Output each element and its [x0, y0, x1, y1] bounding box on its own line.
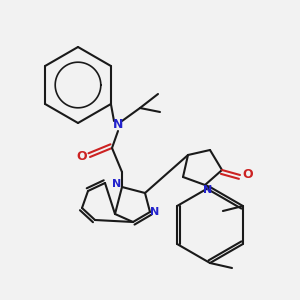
Text: N: N — [150, 207, 160, 217]
Text: N: N — [112, 179, 122, 189]
Text: O: O — [77, 151, 87, 164]
Text: O: O — [243, 169, 253, 182]
Text: N: N — [113, 118, 123, 131]
Text: N: N — [203, 185, 213, 195]
